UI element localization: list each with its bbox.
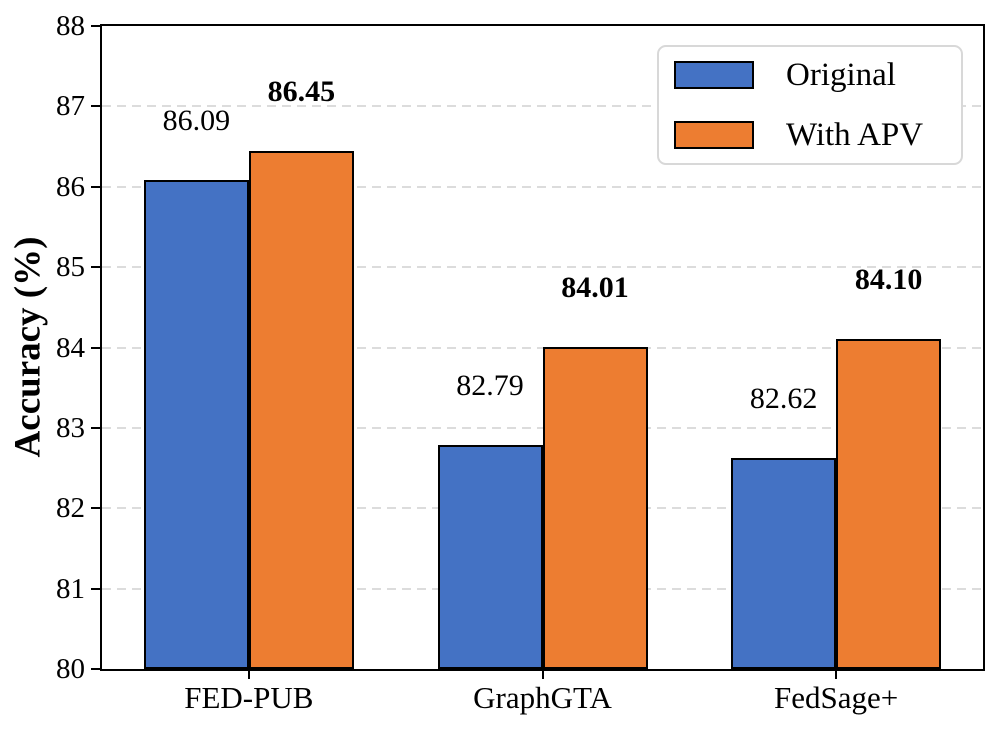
- value-label: 84.01: [561, 270, 629, 304]
- y-tick-label: 80: [56, 653, 85, 685]
- legend-item-with-apv: With APV: [674, 116, 961, 153]
- bar-original: [437, 444, 543, 669]
- x-tick-label-fed-pub: FED-PUB: [184, 680, 314, 715]
- legend-swatch: [674, 61, 754, 89]
- y-tick-label: 88: [56, 10, 85, 42]
- x-tick: [835, 671, 838, 679]
- y-tick-label: 81: [56, 572, 85, 605]
- legend-label: With APV: [786, 116, 924, 153]
- value-label: 82.62: [749, 382, 818, 416]
- y-tick-label: 86: [56, 170, 85, 203]
- gridline: [102, 185, 983, 188]
- y-tick: [91, 587, 100, 590]
- bar-with-apv: [248, 150, 354, 669]
- y-tick: [91, 426, 100, 429]
- y-tick: [91, 185, 100, 188]
- legend-swatch: [674, 121, 754, 149]
- legend: Original With APV: [657, 45, 963, 165]
- y-tick-label: 83: [56, 411, 85, 444]
- y-tick-label: 87: [56, 90, 85, 123]
- y-tick: [91, 25, 100, 27]
- x-tick-label-fedsage-: FedSage+: [774, 680, 899, 715]
- y-tick: [91, 346, 100, 349]
- value-label: 82.79: [456, 368, 524, 402]
- bar-original: [731, 458, 837, 669]
- y-tick-label: 84: [56, 331, 85, 364]
- y-tick: [91, 105, 100, 108]
- value-label: 86.09: [162, 103, 231, 137]
- gridline: [102, 266, 983, 269]
- legend-item-original: Original: [674, 56, 961, 93]
- legend-label: Original: [786, 56, 896, 93]
- x-tick: [541, 671, 544, 679]
- value-label: 84.10: [854, 263, 923, 297]
- x-tick: [247, 671, 250, 679]
- bar-with-apv: [542, 346, 648, 669]
- value-label: 86.45: [267, 74, 336, 108]
- bar-original: [143, 179, 249, 669]
- y-tick-label: 85: [56, 251, 85, 284]
- gridline: [102, 105, 983, 108]
- y-tick: [91, 668, 100, 670]
- y-tick: [91, 266, 100, 269]
- bar-with-apv: [836, 339, 942, 669]
- y-tick: [91, 507, 100, 510]
- x-tick-label-graphgta: GraphGTA: [473, 680, 612, 715]
- y-tick-label: 82: [56, 492, 85, 525]
